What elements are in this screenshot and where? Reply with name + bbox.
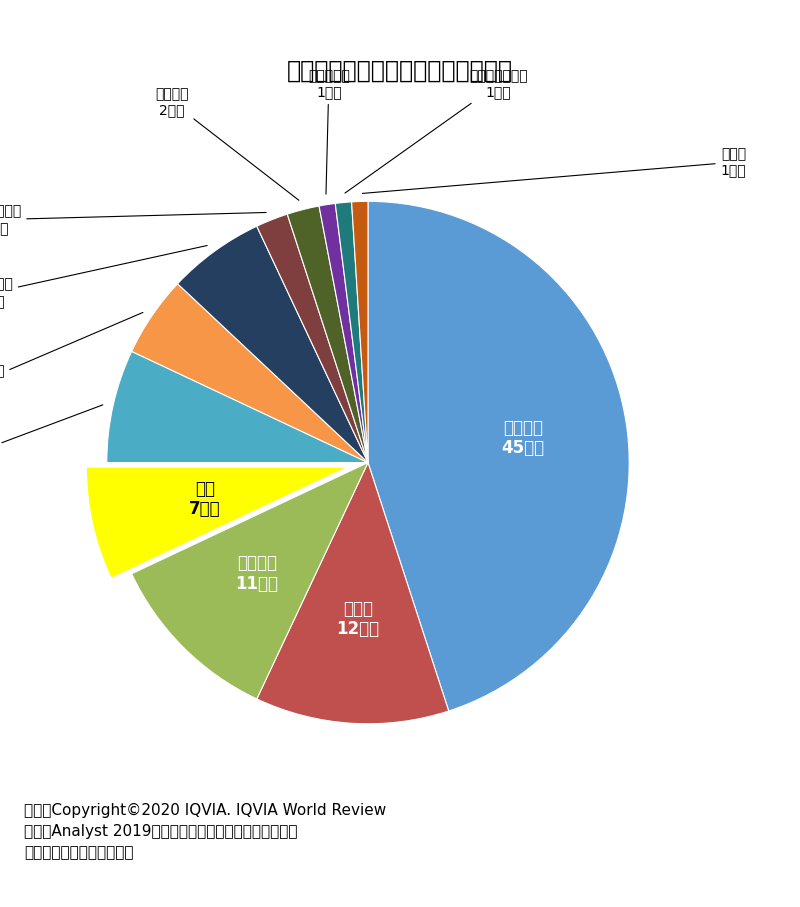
Wedge shape bbox=[351, 201, 368, 463]
Wedge shape bbox=[257, 463, 449, 724]
Wedge shape bbox=[335, 202, 368, 463]
Text: 日本
7品目: 日本 7品目 bbox=[189, 480, 221, 519]
Wedge shape bbox=[287, 206, 368, 463]
Wedge shape bbox=[257, 214, 368, 463]
Wedge shape bbox=[178, 226, 368, 463]
Text: カナダ
1品目: カナダ 1品目 bbox=[362, 147, 746, 193]
Wedge shape bbox=[319, 203, 368, 463]
Wedge shape bbox=[106, 351, 368, 463]
Text: オーストラリア
1品目: オーストラリア 1品目 bbox=[345, 69, 528, 193]
Text: 図８　主販売企業の国籍別医薬品数: 図８ 主販売企業の国籍別医薬品数 bbox=[287, 59, 513, 83]
Text: アイルランド
2品目: アイルランド 2品目 bbox=[0, 205, 266, 235]
Text: デンマーク
6品目: デンマーク 6品目 bbox=[0, 246, 207, 307]
Text: ベルギー
2品目: ベルギー 2品目 bbox=[155, 87, 299, 200]
Text: スイス
12品目: スイス 12品目 bbox=[337, 600, 380, 639]
Text: フランス
5品目: フランス 5品目 bbox=[0, 312, 143, 394]
Text: イスラエル
1品目: イスラエル 1品目 bbox=[308, 69, 350, 194]
Wedge shape bbox=[86, 467, 348, 579]
Text: 出所：Copyright©2020 IQVIA. IQVIA World Review
　　　Analyst 2019をもとに医薬産業政策研究所にて作
　　　成: 出所：Copyright©2020 IQVIA. IQVIA World Rev… bbox=[24, 803, 386, 860]
Wedge shape bbox=[368, 201, 630, 711]
Wedge shape bbox=[132, 284, 368, 463]
Text: ドイツ
7品目: ドイツ 7品目 bbox=[0, 405, 103, 464]
Text: イギリス
11品目: イギリス 11品目 bbox=[236, 554, 278, 593]
Text: アメリカ
45品目: アメリカ 45品目 bbox=[502, 419, 544, 457]
Wedge shape bbox=[132, 463, 368, 699]
